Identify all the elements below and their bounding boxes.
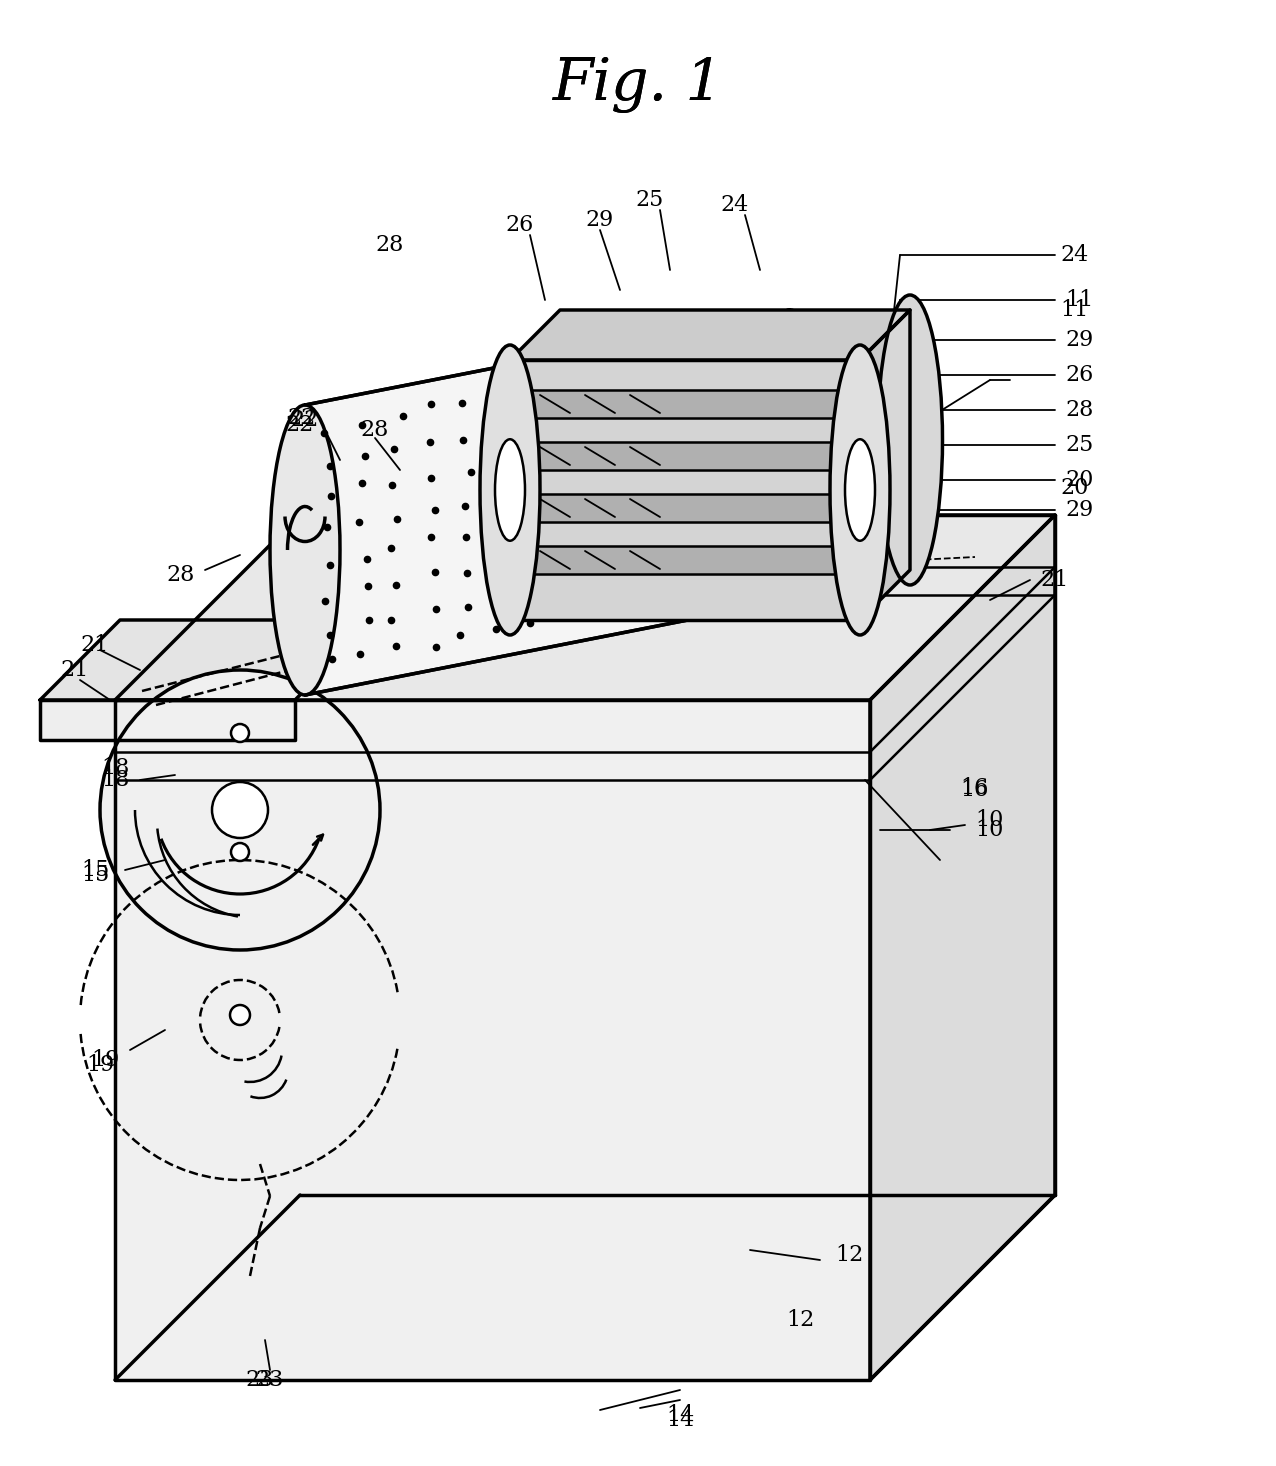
Text: 20: 20	[1060, 476, 1088, 498]
Ellipse shape	[878, 295, 943, 585]
Text: 11: 11	[1065, 289, 1094, 311]
Text: 29: 29	[586, 210, 614, 232]
Text: 18: 18	[102, 756, 130, 778]
Polygon shape	[522, 545, 849, 575]
Text: 21: 21	[1040, 569, 1068, 591]
Text: 19: 19	[87, 1054, 115, 1076]
Ellipse shape	[231, 724, 249, 742]
Text: 23: 23	[246, 1369, 274, 1391]
Text: 22: 22	[288, 408, 316, 430]
Ellipse shape	[480, 345, 540, 635]
Polygon shape	[522, 390, 849, 418]
Ellipse shape	[100, 670, 380, 950]
Ellipse shape	[495, 440, 524, 541]
Text: 26: 26	[505, 214, 535, 236]
Ellipse shape	[230, 1006, 250, 1025]
Polygon shape	[510, 361, 860, 620]
Text: 28: 28	[167, 564, 195, 586]
Polygon shape	[860, 309, 910, 620]
Polygon shape	[305, 309, 790, 695]
Text: 16: 16	[960, 777, 988, 799]
Text: 18: 18	[102, 770, 130, 792]
Polygon shape	[510, 309, 910, 361]
Text: 12: 12	[786, 1309, 814, 1331]
Polygon shape	[40, 620, 375, 699]
Polygon shape	[522, 443, 849, 471]
Text: 22: 22	[286, 413, 314, 435]
Text: 21: 21	[80, 633, 108, 655]
Text: 15: 15	[82, 863, 110, 885]
Text: 22: 22	[291, 409, 319, 431]
Text: 24: 24	[721, 194, 749, 216]
Ellipse shape	[752, 309, 828, 600]
Polygon shape	[115, 515, 1055, 699]
Ellipse shape	[271, 405, 339, 695]
Text: 28: 28	[1065, 399, 1094, 421]
Text: 23: 23	[255, 1369, 285, 1391]
Text: 14: 14	[666, 1409, 694, 1431]
Text: 12: 12	[835, 1245, 864, 1267]
Text: 15: 15	[82, 859, 110, 881]
Ellipse shape	[212, 781, 268, 839]
Text: 10: 10	[975, 809, 1003, 831]
Ellipse shape	[231, 843, 249, 861]
Text: Fig. 1: Fig. 1	[553, 57, 723, 113]
Text: 25: 25	[635, 189, 664, 211]
Polygon shape	[870, 515, 1055, 1380]
Text: 19: 19	[92, 1050, 120, 1072]
Text: Fig. 1: Fig. 1	[553, 57, 723, 113]
Text: 10: 10	[975, 819, 1003, 841]
Text: 21: 21	[60, 660, 88, 682]
Text: 29: 29	[1065, 498, 1094, 520]
Polygon shape	[522, 494, 849, 522]
Text: 24: 24	[1060, 243, 1088, 265]
Text: 20: 20	[1065, 469, 1094, 491]
Text: 26: 26	[1065, 364, 1094, 386]
Polygon shape	[115, 699, 870, 1380]
Ellipse shape	[845, 440, 875, 541]
Polygon shape	[40, 699, 295, 740]
Text: 16: 16	[960, 778, 988, 800]
Text: 25: 25	[1065, 434, 1094, 456]
Ellipse shape	[829, 345, 889, 635]
Text: 28: 28	[376, 235, 404, 257]
Text: 11: 11	[1060, 299, 1088, 321]
Text: 14: 14	[666, 1404, 694, 1426]
Text: 29: 29	[1065, 328, 1094, 350]
Text: 28: 28	[360, 419, 388, 441]
